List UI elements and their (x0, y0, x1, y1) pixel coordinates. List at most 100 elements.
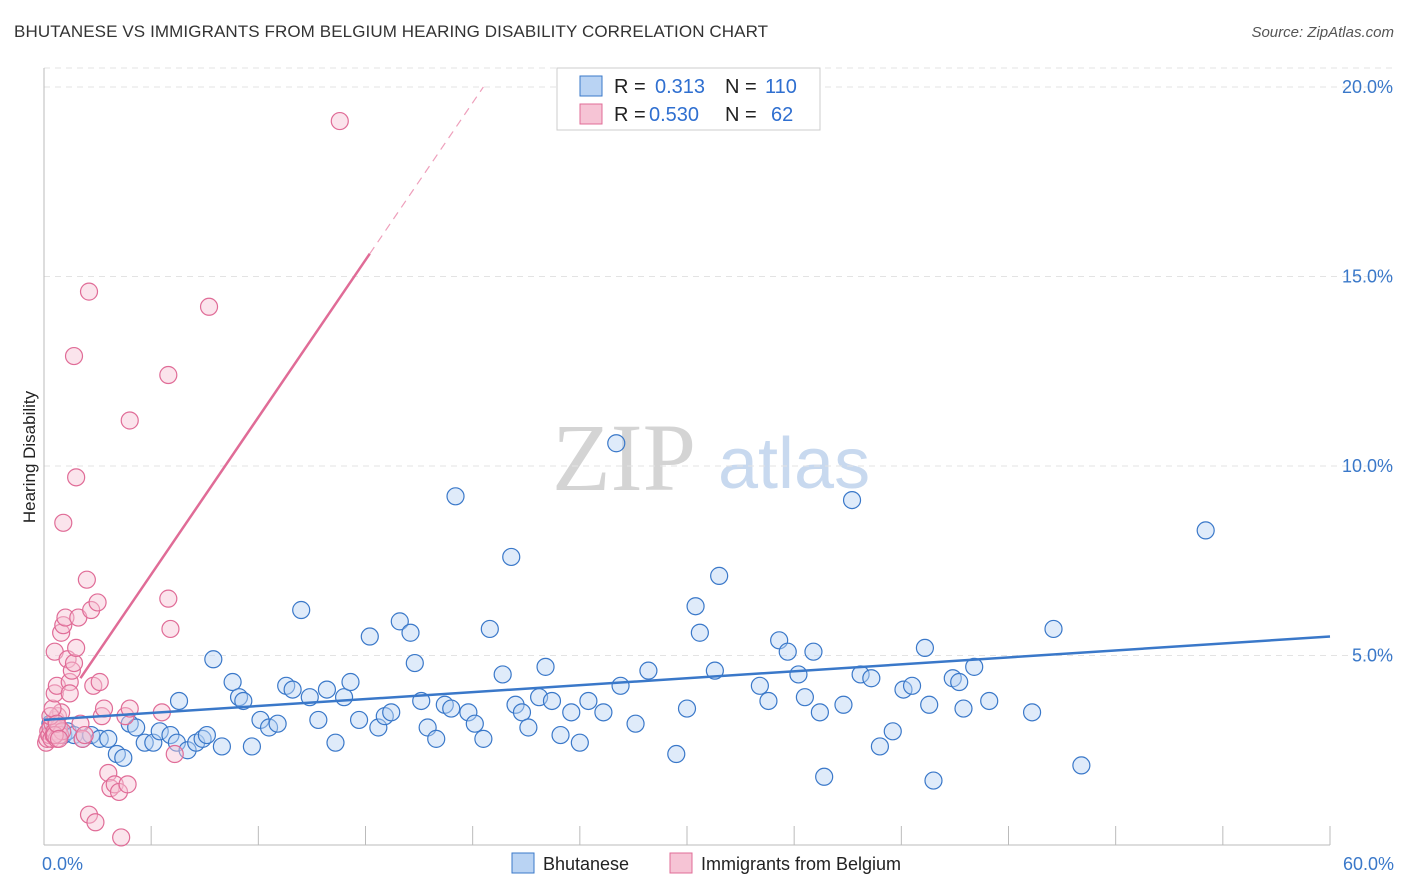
bottom-legend-swatch-belgium (669, 852, 693, 874)
point-bhutanese (169, 691, 189, 711)
point-belgium (60, 684, 79, 703)
point-belgium (64, 346, 84, 366)
y-tick-label: 10.0% (1342, 456, 1393, 476)
y-tick-label: 20.0% (1342, 77, 1393, 97)
legend-n-label-bhutanese: N = (725, 76, 757, 98)
y-axis-label: Hearing Disability (20, 390, 39, 523)
point-bhutanese (594, 703, 613, 722)
point-belgium (56, 608, 75, 627)
point-belgium (54, 616, 73, 635)
legend-r-label-bhutanese: R = (614, 76, 646, 98)
point-belgium (165, 744, 184, 764)
legend-r-label-belgium: R = (614, 104, 646, 126)
point-bhutanese (259, 718, 279, 737)
y-tick-label: 5.0% (1352, 645, 1393, 665)
point-bhutanese (442, 699, 461, 718)
point-bhutanese (360, 627, 379, 646)
chart-title: BHUTANESE VS IMMIGRANTS FROM BELGIUM HEA… (14, 22, 769, 41)
legend-bottom: Bhutanese Immigrants from Belgium (511, 852, 901, 874)
point-belgium (199, 297, 219, 316)
point-bhutanese (197, 725, 216, 745)
point-bhutanese (759, 691, 778, 711)
x-ticks (43, 826, 1331, 845)
point-bhutanese (686, 597, 705, 616)
trend-line-belgium-extension (369, 86, 484, 255)
point-belgium (88, 593, 107, 612)
point-bhutanese (690, 623, 709, 642)
trend-line-bhutanese (43, 635, 1331, 722)
point-bhutanese (870, 737, 890, 756)
point-bhutanese (309, 710, 328, 730)
point-bhutanese (536, 657, 555, 676)
point-bhutanese (626, 714, 645, 733)
point-belgium (54, 513, 73, 532)
point-belgium (45, 684, 64, 703)
point-belgium (79, 805, 99, 824)
bottom-legend-label-bhutanese: Bhutanese (543, 854, 629, 874)
point-bhutanese (570, 733, 589, 752)
point-belgium (99, 763, 118, 783)
point-bhutanese (842, 490, 862, 510)
legend-top: R = 0.313 N = 110 R = 0.530 N = 62 (556, 67, 821, 131)
point-bhutanese (317, 680, 337, 699)
point-bhutanese (212, 737, 231, 756)
y-tick-label: 15.0% (1342, 266, 1393, 286)
point-bhutanese (1022, 703, 1042, 722)
point-bhutanese (1196, 521, 1215, 540)
point-bhutanese (283, 680, 302, 699)
point-belgium (43, 699, 62, 718)
point-belgium (112, 828, 131, 847)
legend-n-value-bhutanese: 110 (765, 76, 797, 98)
point-bhutanese (810, 703, 829, 722)
point-bhutanese (127, 718, 146, 737)
point-bhutanese (334, 688, 354, 707)
point-bhutanese (920, 695, 939, 714)
point-bhutanese (161, 725, 180, 745)
point-belgium (62, 661, 81, 680)
legend-swatch-belgium (579, 103, 603, 125)
point-bhutanese (474, 729, 493, 748)
legend-n-value-belgium: 62 (771, 104, 793, 126)
point-bhutanese (542, 691, 562, 711)
point-bhutanese (804, 642, 823, 661)
point-bhutanese (915, 638, 935, 658)
point-bhutanese (401, 623, 420, 642)
point-bhutanese (677, 699, 697, 718)
point-bhutanese (459, 703, 478, 722)
point-bhutanese (167, 733, 186, 752)
point-belgium (71, 714, 90, 733)
point-bhutanese (390, 612, 409, 631)
point-bhutanese (519, 718, 538, 737)
point-bhutanese (980, 691, 999, 711)
point-bhutanese (99, 729, 118, 748)
point-bhutanese (954, 699, 973, 718)
point-bhutanese (114, 748, 133, 767)
point-belgium (77, 570, 96, 589)
point-bhutanese (1072, 756, 1091, 775)
point-belgium (159, 589, 178, 608)
point-bhutanese (815, 767, 834, 786)
point-bhutanese (795, 688, 814, 707)
point-bhutanese (427, 729, 446, 748)
point-belgium (330, 111, 349, 131)
point-bhutanese (551, 725, 570, 745)
point-bhutanese (446, 487, 465, 506)
point-bhutanese (465, 714, 484, 733)
point-belgium (49, 729, 69, 748)
point-belgium (161, 619, 180, 639)
point-belgium (120, 411, 139, 430)
trend-line-belgium (79, 253, 371, 679)
legend-swatch-bhutanese (579, 75, 603, 97)
legend-n-label-belgium: N = (725, 104, 757, 126)
point-bhutanese (883, 722, 902, 741)
point-belgium (67, 638, 86, 658)
point-bhutanese (234, 691, 253, 711)
point-bhutanese (750, 676, 769, 695)
point-bhutanese (894, 680, 913, 699)
point-bhutanese (369, 718, 388, 737)
point-bhutanese (607, 434, 626, 453)
watermark-atlas: atlas (718, 424, 870, 504)
point-bhutanese (382, 703, 401, 722)
point-bhutanese (150, 722, 169, 741)
